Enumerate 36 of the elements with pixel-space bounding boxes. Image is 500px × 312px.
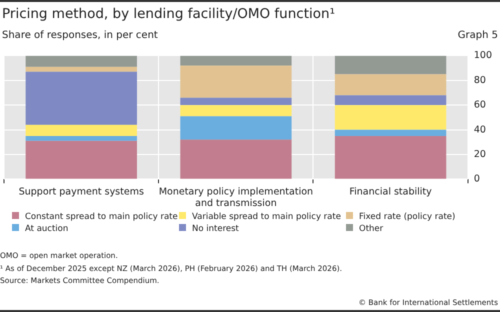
bar: [180, 105, 292, 116]
y-tick-label: 60: [474, 100, 486, 111]
bar: [26, 136, 137, 141]
legend-label: Variable spread to main policy rate: [192, 212, 341, 222]
bar: [180, 66, 292, 98]
bar: [180, 56, 292, 66]
y-tick-label: 0: [474, 174, 480, 185]
bar: [334, 74, 446, 96]
y-tick-label: 80: [474, 74, 486, 86]
legend-label: At auction: [25, 224, 68, 234]
legend-label: Other: [359, 224, 384, 234]
bar: [26, 66, 137, 72]
chart-title: Pricing method, by lending facility/OMO function¹: [2, 6, 335, 22]
legend-label: No interest: [192, 224, 239, 234]
bar: [334, 95, 446, 106]
y-tick-label: 100: [474, 50, 492, 62]
bar: [26, 140, 137, 179]
bar: [180, 140, 292, 179]
x-tick-label: Support payment systems: [18, 186, 144, 198]
caption: Graph 5: [458, 30, 498, 41]
legend-label: Fixed rate (policy rate): [359, 212, 456, 222]
y-tick-label: 40: [474, 124, 486, 136]
bar: [26, 72, 137, 125]
x-tick-label: Financial stability: [349, 186, 432, 198]
bar: [334, 136, 446, 179]
x-tick-label: Monetary policy implementation and transmission: [158, 186, 314, 209]
bar: [334, 105, 446, 130]
y-tick-label: 20: [474, 148, 486, 160]
legend-label: Constant spread to main policy rate: [25, 212, 178, 222]
chart-subtitle: Share of responses, in per cent: [2, 30, 158, 41]
bar: [334, 130, 446, 136]
bar: [26, 56, 137, 67]
bar: [180, 98, 292, 106]
bar: [26, 124, 137, 136]
bar: [334, 56, 446, 74]
bar: [180, 116, 292, 140]
